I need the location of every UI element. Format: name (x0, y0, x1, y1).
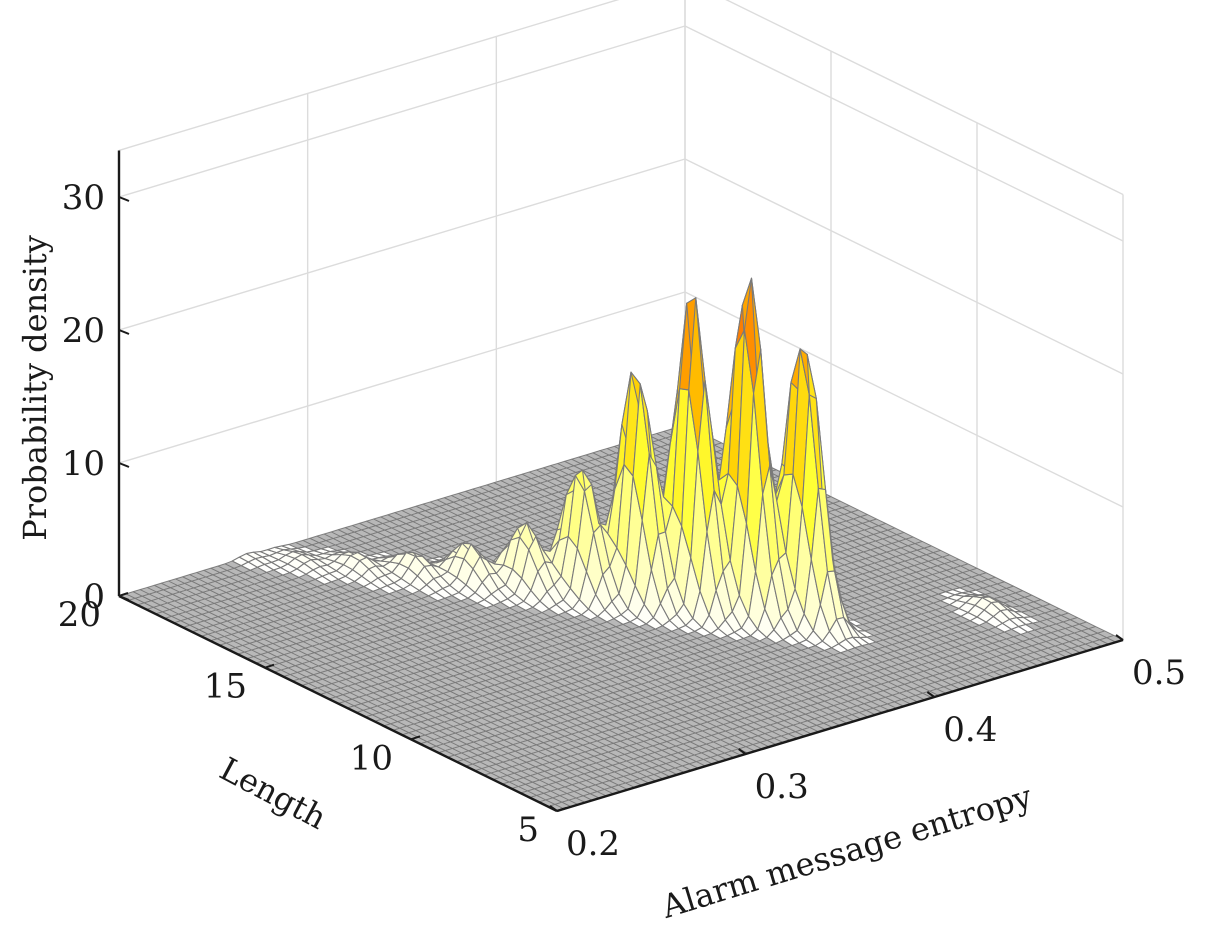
x-tick-label: 0.5 (1132, 653, 1186, 693)
x-axis-title: Alarm message entropy (656, 777, 1036, 926)
y-tick-mark (264, 663, 275, 669)
x-tick-label: 0.3 (755, 767, 809, 807)
grid-line-z-back (118, 158, 686, 331)
y-tick-mark (556, 807, 567, 812)
grid-line-z-side (684, 158, 1124, 375)
y-tick-label: 10 (350, 738, 393, 778)
x-tick-mark (738, 748, 747, 755)
grid-line-z-side (684, 25, 1124, 242)
x-tick-mark (1115, 634, 1124, 641)
grid (118, 0, 1124, 641)
z-tick-mark (118, 329, 130, 335)
y-axis-line (118, 594, 558, 813)
x-tick-label: 0.4 (943, 710, 997, 750)
z-tick-mark (118, 595, 130, 601)
x-tick-label: 0.2 (566, 824, 620, 864)
y-axis-title: Length (214, 750, 333, 837)
grid-line-z-back (118, 291, 686, 464)
x-tick-mark (549, 805, 558, 812)
z-tick-mark (118, 196, 130, 202)
z-axis-title: Probability density (16, 235, 54, 541)
grid-line-top (118, 0, 620, 152)
y-tick-label: 15 (204, 667, 247, 707)
y-tick-mark (410, 735, 421, 741)
z-tick-label: 0 (83, 577, 105, 617)
surface-mesh (118, 277, 1124, 812)
y-tick-label: 5 (517, 810, 539, 850)
z-tick-label: 30 (62, 178, 105, 218)
x-axis-line (556, 638, 1124, 813)
z-tick-label: 10 (62, 444, 105, 484)
grid-line-z-back (118, 25, 686, 198)
axes: 0 10 20 30 5 10 15 20 0.2 0.3 0.4 0.5 (58, 150, 1186, 864)
z-tick-mark (118, 462, 130, 468)
x-tick-mark (926, 691, 935, 698)
grid-line-top (725, 0, 1124, 196)
y-tick-label: 20 (58, 595, 101, 635)
y-tick-mark (118, 592, 129, 597)
z-tick-label: 20 (62, 311, 105, 351)
